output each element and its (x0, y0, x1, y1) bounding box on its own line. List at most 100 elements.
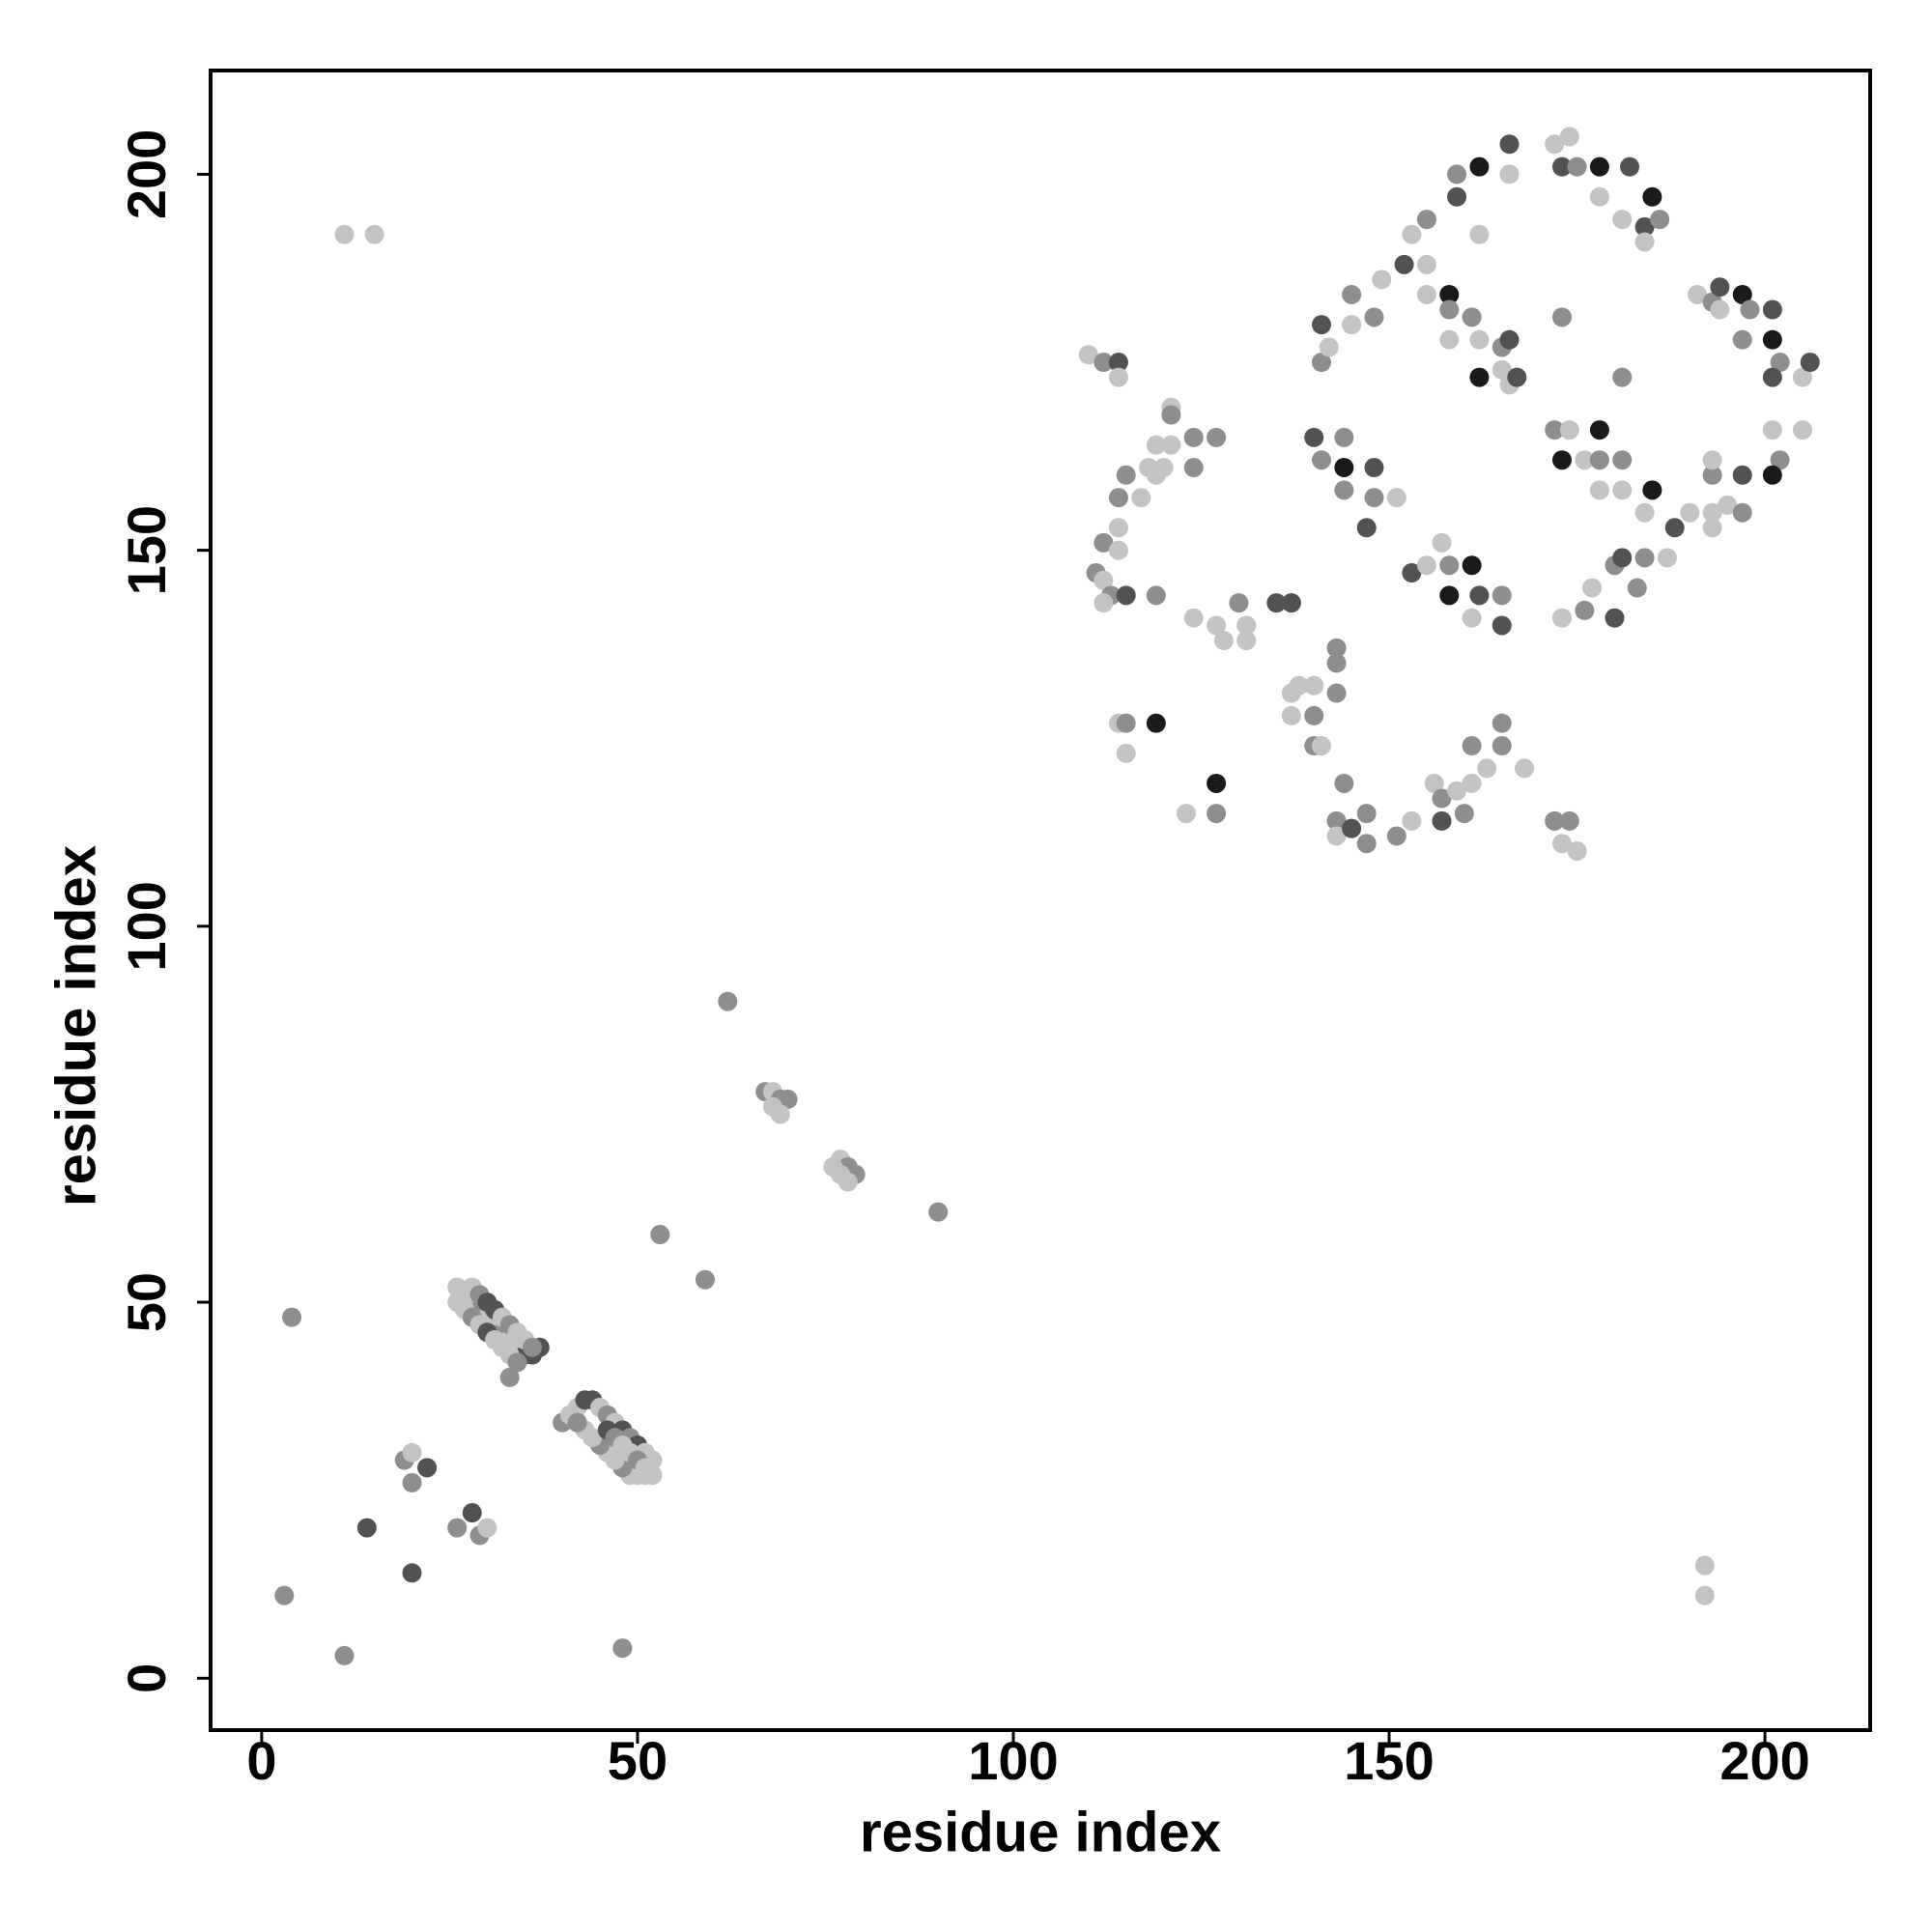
point (1762, 420, 1782, 440)
point (1545, 420, 1565, 440)
point (1462, 307, 1482, 327)
point (1183, 427, 1204, 447)
point (1416, 210, 1436, 230)
point (334, 1645, 355, 1665)
point (1342, 818, 1362, 838)
point (1762, 329, 1782, 350)
point (1312, 353, 1332, 373)
point (1612, 367, 1633, 387)
point (1559, 810, 1579, 831)
point (1688, 284, 1708, 304)
point (1694, 1585, 1715, 1605)
point (1551, 608, 1572, 628)
point (1770, 353, 1790, 373)
point (1702, 465, 1722, 485)
point (1492, 585, 1512, 606)
point (1304, 427, 1324, 447)
point (1131, 488, 1151, 508)
point (612, 1638, 633, 1659)
point (650, 1225, 670, 1245)
point (1545, 810, 1565, 831)
point (1551, 156, 1572, 177)
point (1116, 713, 1136, 733)
point (1462, 555, 1482, 576)
point (1589, 480, 1609, 500)
point (1432, 532, 1452, 553)
point (1492, 736, 1512, 756)
point (1108, 540, 1128, 560)
point (1740, 299, 1760, 320)
point (1762, 465, 1782, 485)
point (1416, 284, 1436, 304)
point (635, 1458, 655, 1478)
point (1432, 810, 1452, 831)
point (1236, 615, 1257, 636)
point (1627, 578, 1647, 598)
point (1469, 367, 1490, 387)
point (1664, 518, 1685, 538)
point (523, 1337, 543, 1357)
point (1634, 502, 1655, 523)
point (364, 224, 384, 244)
point (1281, 705, 1301, 725)
point (1402, 810, 1422, 831)
point (1139, 458, 1159, 478)
point (1567, 841, 1587, 862)
point (1762, 367, 1782, 387)
point (1207, 615, 1227, 636)
point (1304, 705, 1324, 725)
point (1364, 307, 1384, 327)
y-tick-label: 200 (116, 129, 177, 219)
point (1108, 488, 1128, 508)
point (763, 1096, 783, 1117)
point (1342, 315, 1362, 335)
point (1770, 450, 1790, 470)
point (1229, 593, 1249, 613)
point (1094, 593, 1114, 613)
point (1792, 367, 1812, 387)
x-tick-label: 0 (246, 1730, 276, 1791)
point (1499, 164, 1520, 185)
point (1116, 585, 1136, 606)
point (1582, 578, 1603, 598)
point (1589, 156, 1609, 177)
point (1800, 353, 1820, 373)
point (1326, 810, 1347, 831)
point (1650, 210, 1670, 230)
point (778, 1089, 798, 1109)
point (1559, 420, 1579, 440)
point (1094, 353, 1114, 373)
point (1334, 458, 1354, 478)
point (1657, 548, 1677, 568)
point (1620, 156, 1640, 177)
y-tick-label: 50 (116, 1272, 177, 1332)
point (1551, 834, 1572, 854)
point (1146, 585, 1166, 606)
point (1094, 570, 1114, 590)
point (1634, 216, 1655, 237)
point (1424, 773, 1444, 793)
point (1161, 405, 1181, 425)
point (1312, 736, 1332, 756)
y-axis-label: residue index (44, 845, 107, 1207)
point (1326, 638, 1347, 658)
point (462, 1503, 482, 1523)
point (1153, 458, 1174, 478)
point (1447, 781, 1467, 801)
point (402, 1563, 422, 1583)
point (1605, 608, 1625, 628)
point (1386, 488, 1406, 508)
point (1439, 284, 1460, 304)
point (1146, 713, 1166, 733)
point (1612, 210, 1633, 230)
point (1416, 555, 1436, 576)
point (1559, 127, 1579, 147)
point (1236, 631, 1257, 651)
point (1499, 329, 1520, 350)
point (1342, 284, 1362, 304)
point (1492, 713, 1512, 733)
point (1326, 653, 1347, 673)
y-tick-label: 0 (116, 1663, 177, 1693)
